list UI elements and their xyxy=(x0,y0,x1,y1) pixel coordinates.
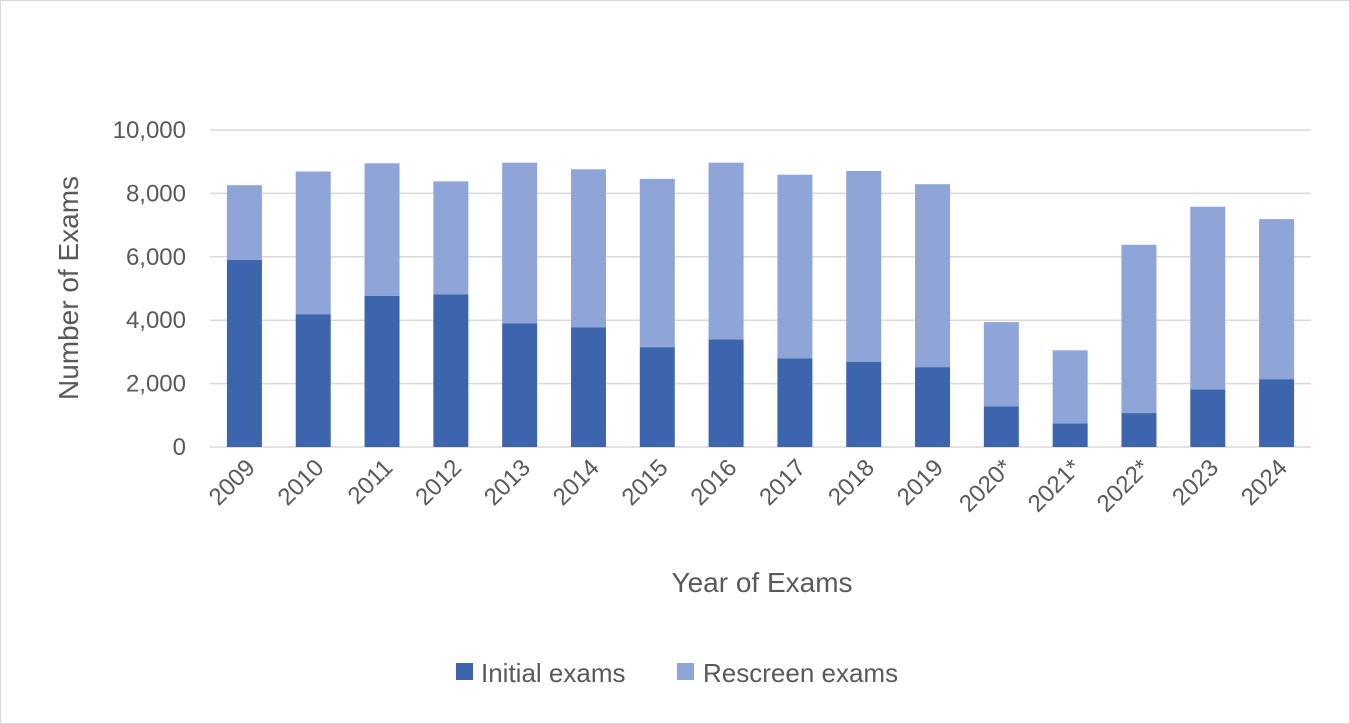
x-tick-label: 2024 xyxy=(1236,454,1293,511)
bar-segment xyxy=(295,314,331,447)
bar-segment xyxy=(846,361,882,447)
bar-segment xyxy=(364,163,400,296)
x-tick-label: 2020* xyxy=(954,454,1017,517)
bars xyxy=(226,162,1295,447)
y-axis-ticks: 0 2,000 4,000 6,000 8,000 10,000 xyxy=(113,117,186,461)
bar-segment xyxy=(1121,244,1157,414)
bar-segment xyxy=(502,162,538,324)
x-tick-label: 2021* xyxy=(1023,454,1086,517)
bar-segment xyxy=(639,178,675,348)
bar-segment xyxy=(639,347,675,447)
legend: Initial exams Rescreen exams xyxy=(456,658,898,688)
x-tick-label: 2014 xyxy=(548,454,605,511)
bar-segment xyxy=(1190,206,1226,390)
bar-segment xyxy=(708,339,744,447)
bar-segment xyxy=(1190,389,1226,447)
x-tick-label: 2023 xyxy=(1167,454,1224,511)
x-tick-label: 2016 xyxy=(685,454,742,511)
bar-segment xyxy=(295,171,331,315)
bar-segment xyxy=(915,367,951,447)
bar-segment xyxy=(915,184,951,368)
bar-segment xyxy=(570,169,606,328)
y-tick-label: 0 xyxy=(173,434,186,461)
legend-swatch-rescreen-exams xyxy=(677,663,694,680)
bar-segment xyxy=(1052,350,1088,424)
bar-segment xyxy=(1259,219,1295,380)
bar-segment xyxy=(983,322,1019,407)
y-tick-label: 4,000 xyxy=(126,307,186,334)
x-axis-title: Year of Exams xyxy=(671,567,852,598)
bar-segment xyxy=(226,185,262,260)
x-tick-label: 2012 xyxy=(410,454,467,511)
bar-segment xyxy=(502,323,538,447)
bar-segment xyxy=(777,358,813,447)
bar-segment xyxy=(983,406,1019,447)
x-tick-label: 2019 xyxy=(892,454,949,511)
x-tick-label: 2009 xyxy=(204,454,261,511)
x-tick-label: 2011 xyxy=(343,454,399,510)
bar-segment xyxy=(226,259,262,447)
y-tick-label: 10,000 xyxy=(113,117,186,144)
y-tick-label: 2,000 xyxy=(126,371,186,398)
bar-segment xyxy=(433,294,469,447)
bar-segment xyxy=(708,162,744,340)
legend-label-rescreen-exams: Rescreen exams xyxy=(703,658,898,688)
legend-label-initial-exams: Initial exams xyxy=(481,658,626,688)
x-axis-ticks: 2009 2010 2011 2012 2013 2014 2015 2016 2017 2018… xyxy=(204,454,1293,517)
bar-segment xyxy=(1121,413,1157,447)
bar-segment xyxy=(1259,379,1295,447)
bar-segment xyxy=(1052,423,1088,447)
x-tick-label: 2013 xyxy=(479,454,536,511)
y-tick-label: 6,000 xyxy=(126,244,186,271)
x-tick-label: 2017 xyxy=(754,454,811,511)
x-tick-label: 2010 xyxy=(273,454,330,511)
x-tick-label: 2015 xyxy=(617,454,674,511)
bar-segment xyxy=(433,181,469,295)
legend-swatch-initial-exams xyxy=(456,663,473,680)
bar-segment xyxy=(570,327,606,447)
x-tick-label: 2022* xyxy=(1092,454,1155,517)
x-tick-label: 2018 xyxy=(823,454,880,511)
bar-segment xyxy=(777,174,813,359)
y-tick-label: 8,000 xyxy=(126,180,186,207)
bar-segment xyxy=(846,170,882,362)
y-axis-title: Number of Exams xyxy=(53,176,84,400)
bar-segment xyxy=(364,295,400,447)
